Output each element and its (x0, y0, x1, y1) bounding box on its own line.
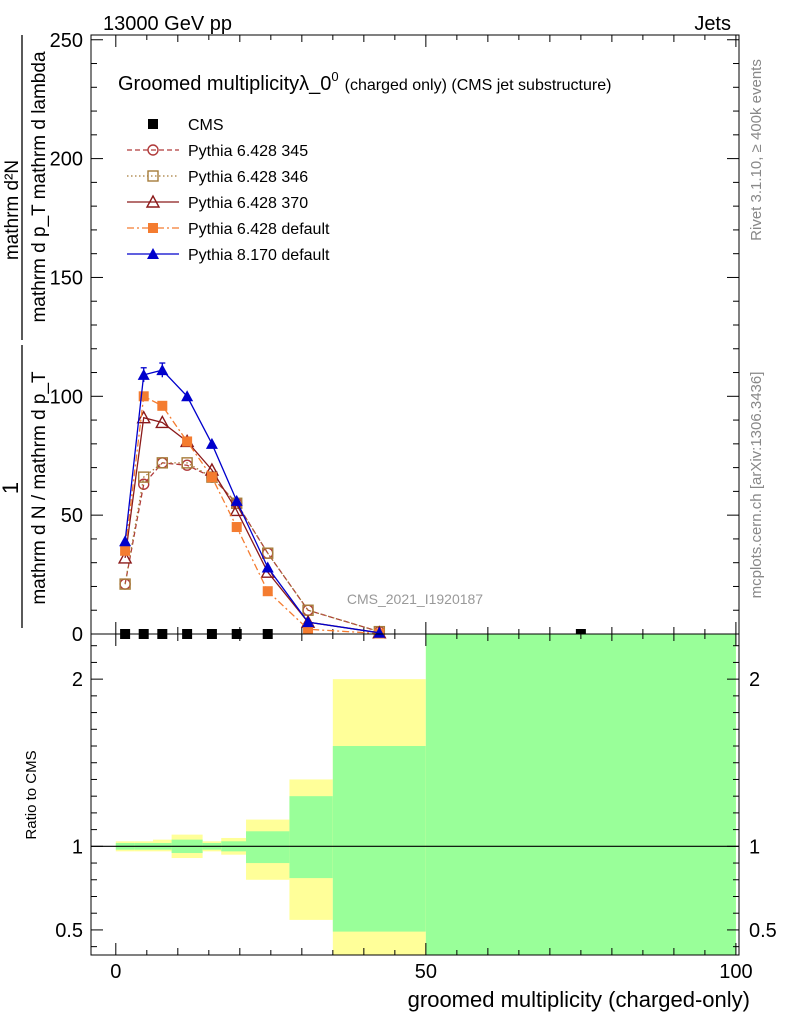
data-point-p8def (230, 494, 243, 506)
data-point-p370 (155, 414, 170, 429)
legend-label: Pythia 6.428 346 (188, 169, 308, 186)
data-point-p8def (302, 616, 315, 628)
main-y-tick-label: 0 (72, 624, 83, 646)
plot-title-main: Groomed multiplicityλ_0 (118, 73, 331, 95)
energy-label: 13000 GeV pp (103, 13, 232, 35)
plot-title-suffix: (charged only) (CMS jet substructure) (345, 77, 612, 94)
series-p345 (119, 457, 386, 638)
data-point-p6def (157, 400, 168, 411)
x-tick-label: 0 (110, 961, 121, 983)
main-y-tick-label: 250 (50, 30, 83, 52)
data-point-p8def (137, 368, 150, 380)
series-p346 (119, 457, 386, 638)
main-axis-ticks: 0 50 100 150 200 250 (50, 30, 739, 646)
main-y-tick-label: 50 (61, 505, 83, 527)
y-label-numerator: 1 (0, 482, 23, 494)
legend-item-p8def: Pythia 8.170 default (127, 247, 330, 264)
ratio-plot-frame (90, 633, 740, 956)
main-y-tick-label: 200 (50, 149, 83, 171)
series-line-p346 (124, 462, 380, 633)
series-p6def (120, 391, 385, 639)
x-axis-label: groomed multiplicity (charged-only) (408, 987, 750, 1012)
y-label-right-numerator: mathrm d²N (2, 160, 23, 260)
legend-marker (147, 144, 159, 156)
ratio-band-inner (246, 831, 290, 864)
legend-item-p370: Pythia 6.428 370 (127, 194, 308, 212)
data-point-p6def (231, 522, 242, 533)
ratio-band-inner (289, 796, 333, 879)
legend: CMS Pythia 6.428 345 Pythia 6.428 346 Pythi… (127, 117, 330, 264)
data-point-p346 (181, 457, 193, 469)
ratio-bands (115, 634, 736, 955)
main-y-tick-label: 100 (50, 386, 83, 408)
data-point-p8def (156, 364, 169, 376)
series-line-p370 (124, 416, 380, 634)
ratio-y-tick-label: 1 (72, 836, 83, 858)
legend-item-p346: Pythia 6.428 346 (127, 169, 308, 186)
data-point-p8def (181, 390, 194, 402)
series-line-p345 (124, 462, 380, 633)
data-point-p6def (138, 391, 149, 402)
legend-item-p6def: Pythia 6.428 default (127, 221, 330, 238)
data-point-p8def (119, 535, 132, 547)
legend-label: Pythia 6.428 370 (188, 195, 308, 212)
mcplots-note: mcplots.cern.ch [arXiv:1306.3436] (748, 372, 765, 599)
data-point-p6def (182, 436, 193, 447)
ratio-y-tick-label: 0.5 (55, 920, 83, 942)
ratio-y-label: Ratio to CMS (23, 750, 40, 839)
legend-marker (148, 119, 158, 129)
data-point-p8def (261, 561, 274, 573)
legend-label: CMS (188, 117, 224, 134)
legend-marker (147, 170, 159, 182)
data-point-p6def (303, 624, 314, 635)
legend-label: Pythia 6.428 default (188, 221, 330, 238)
data-point-p370 (136, 410, 151, 424)
data-point-p370 (117, 550, 133, 564)
ratio-y-tick-label-right: 2 (749, 669, 760, 691)
data-point-p370 (229, 502, 244, 517)
ratio-band-inner (332, 746, 426, 932)
data-point-p8def (373, 626, 386, 638)
series-line-p6def (124, 395, 380, 635)
series-p370 (117, 410, 387, 639)
ratio-band-inner (425, 634, 736, 955)
legend-label: Pythia 8.170 default (188, 247, 330, 264)
legend-marker (147, 248, 159, 259)
legend-item-cms: CMS (148, 117, 224, 134)
data-point-p345 (138, 478, 150, 490)
data-point-p346 (262, 547, 274, 559)
data-point-p6def (262, 586, 273, 597)
series-p8def (119, 362, 386, 638)
category-label: Jets (694, 13, 731, 35)
watermark: CMS_2021_I1920187 (347, 591, 483, 607)
data-point-p346 (119, 578, 131, 590)
ratio-panel: 0.5 0.5 1 1 2 2 0 50 100 Ratio to CMS groomed mu… (23, 633, 777, 1012)
data-point-p8def (205, 437, 218, 449)
x-tick-label: 50 (415, 961, 437, 983)
main-y-tick-label: 150 (50, 267, 83, 289)
data-point-p346 (138, 471, 150, 483)
main-panel: 0 50 100 150 200 250 CMS_2021_I1920187 Groome… (0, 30, 740, 646)
legend-label: Pythia 6.428 345 (188, 143, 308, 160)
data-point-p6def (120, 545, 131, 556)
legend-item-p345: Pythia 6.428 345 (127, 143, 308, 160)
ratio-y-tick-label-right: 0.5 (749, 920, 777, 942)
data-point-p6def (206, 472, 217, 483)
legend-marker (148, 223, 158, 233)
data-point-p346 (156, 457, 169, 469)
legend-marker (145, 194, 161, 208)
ratio-y-tick-label-right: 1 (749, 836, 760, 858)
ratio-y-tick-label: 2 (72, 669, 83, 691)
rivet-note: Rivet 3.1.10, ≥ 400k events (748, 59, 765, 241)
y-label-right-denominator: mathrm d p_T mathrm d lambda (29, 51, 50, 322)
plot-title-sup: 0 (331, 69, 338, 84)
y-axis-label: 1 mathrm d N / mathrm d p_T mathrm d²N m… (0, 35, 50, 628)
ratio-axis-ticks: 0.5 0.5 1 1 2 2 0 50 100 (55, 634, 777, 983)
y-label-denominator: mathrm d N / mathrm d p_T (29, 371, 50, 605)
plot-title: Groomed multiplicityλ_00 (charged only) (… (118, 69, 611, 95)
x-tick-label: 100 (719, 961, 752, 983)
